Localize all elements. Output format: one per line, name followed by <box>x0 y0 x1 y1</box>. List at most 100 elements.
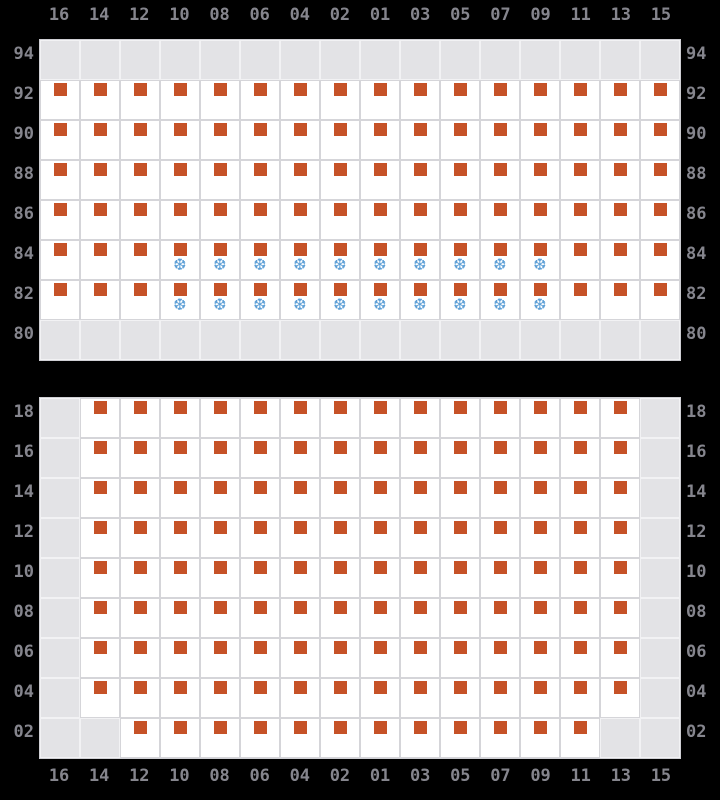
seat-cell[interactable] <box>560 120 600 160</box>
seat-cell[interactable]: ❆ <box>440 280 480 320</box>
seat-cell[interactable] <box>640 280 680 320</box>
seat-cell[interactable] <box>560 478 600 518</box>
seat-cell[interactable]: ❆ <box>200 240 240 280</box>
seat-cell[interactable] <box>80 518 120 558</box>
seat-cell[interactable] <box>480 80 520 120</box>
seat-cell[interactable] <box>280 398 320 438</box>
seat-cell[interactable] <box>240 160 280 200</box>
seat-cell[interactable] <box>360 598 400 638</box>
seat-cell[interactable] <box>560 678 600 718</box>
seat-cell[interactable]: ❆ <box>160 240 200 280</box>
seat-cell[interactable]: ❆ <box>280 280 320 320</box>
seat-cell[interactable] <box>80 120 120 160</box>
seat-cell[interactable] <box>600 160 640 200</box>
seat-cell[interactable] <box>440 598 480 638</box>
seat-cell[interactable] <box>240 478 280 518</box>
seat-cell[interactable] <box>360 80 400 120</box>
seat-cell[interactable]: ❆ <box>240 240 280 280</box>
seat-cell[interactable]: ❆ <box>520 280 560 320</box>
seat-cell[interactable] <box>520 558 560 598</box>
seat-cell[interactable] <box>560 718 600 758</box>
seat-cell[interactable] <box>40 80 80 120</box>
seat-cell[interactable] <box>200 160 240 200</box>
seat-cell[interactable] <box>480 200 520 240</box>
seat-cell[interactable] <box>400 598 440 638</box>
seat-cell[interactable] <box>360 718 400 758</box>
seat-cell[interactable] <box>120 478 160 518</box>
seat-cell[interactable] <box>80 200 120 240</box>
seat-cell[interactable]: ❆ <box>320 240 360 280</box>
seat-cell[interactable] <box>400 160 440 200</box>
seat-cell[interactable] <box>440 478 480 518</box>
seat-cell[interactable] <box>440 398 480 438</box>
seat-cell[interactable]: ❆ <box>320 280 360 320</box>
seat-cell[interactable] <box>160 438 200 478</box>
seat-cell[interactable] <box>520 638 560 678</box>
seat-cell[interactable] <box>240 518 280 558</box>
seat-cell[interactable] <box>360 478 400 518</box>
seat-cell[interactable] <box>320 638 360 678</box>
seat-cell[interactable]: ❆ <box>200 280 240 320</box>
seat-cell[interactable] <box>200 438 240 478</box>
seat-cell[interactable] <box>120 598 160 638</box>
seat-cell[interactable] <box>520 598 560 638</box>
seat-cell[interactable] <box>360 438 400 478</box>
seat-cell[interactable] <box>280 438 320 478</box>
seat-cell[interactable] <box>480 678 520 718</box>
seat-cell[interactable] <box>280 678 320 718</box>
seat-cell[interactable] <box>80 240 120 280</box>
seat-cell[interactable]: ❆ <box>480 280 520 320</box>
seat-cell[interactable] <box>440 558 480 598</box>
seat-cell[interactable] <box>560 438 600 478</box>
seat-cell[interactable] <box>520 120 560 160</box>
seat-cell[interactable] <box>640 200 680 240</box>
seat-cell[interactable] <box>160 398 200 438</box>
seat-cell[interactable] <box>560 558 600 598</box>
seat-cell[interactable] <box>320 438 360 478</box>
seat-cell[interactable] <box>400 558 440 598</box>
seat-cell[interactable] <box>240 558 280 598</box>
seat-cell[interactable]: ❆ <box>240 280 280 320</box>
seat-cell[interactable] <box>200 678 240 718</box>
seat-cell[interactable] <box>280 80 320 120</box>
seat-cell[interactable] <box>200 638 240 678</box>
seat-cell[interactable] <box>80 558 120 598</box>
seat-cell[interactable] <box>240 80 280 120</box>
seat-cell[interactable] <box>480 398 520 438</box>
seat-cell[interactable] <box>600 280 640 320</box>
seat-cell[interactable] <box>80 638 120 678</box>
seat-cell[interactable] <box>120 240 160 280</box>
seat-cell[interactable] <box>400 200 440 240</box>
seat-cell[interactable] <box>120 638 160 678</box>
seat-cell[interactable]: ❆ <box>360 240 400 280</box>
seat-cell[interactable] <box>80 478 120 518</box>
seat-cell[interactable] <box>600 478 640 518</box>
seat-cell[interactable] <box>80 438 120 478</box>
seat-cell[interactable] <box>480 598 520 638</box>
seat-cell[interactable] <box>320 120 360 160</box>
seat-cell[interactable] <box>120 200 160 240</box>
seat-cell[interactable] <box>520 518 560 558</box>
seat-cell[interactable] <box>440 518 480 558</box>
seat-cell[interactable] <box>640 120 680 160</box>
seat-cell[interactable] <box>440 160 480 200</box>
seat-cell[interactable] <box>160 120 200 160</box>
seat-cell[interactable] <box>160 518 200 558</box>
seat-cell[interactable] <box>640 160 680 200</box>
seat-cell[interactable] <box>240 678 280 718</box>
seat-cell[interactable] <box>80 280 120 320</box>
seat-cell[interactable] <box>600 638 640 678</box>
seat-cell[interactable] <box>240 638 280 678</box>
seat-cell[interactable] <box>480 638 520 678</box>
seat-cell[interactable] <box>240 200 280 240</box>
seat-cell[interactable] <box>160 558 200 598</box>
seat-cell[interactable] <box>320 398 360 438</box>
seat-cell[interactable] <box>520 160 560 200</box>
seat-cell[interactable] <box>640 240 680 280</box>
seat-cell[interactable] <box>560 240 600 280</box>
seat-cell[interactable] <box>400 80 440 120</box>
seat-cell[interactable] <box>440 438 480 478</box>
seat-cell[interactable] <box>280 160 320 200</box>
seat-cell[interactable] <box>160 598 200 638</box>
seat-cell[interactable] <box>440 200 480 240</box>
